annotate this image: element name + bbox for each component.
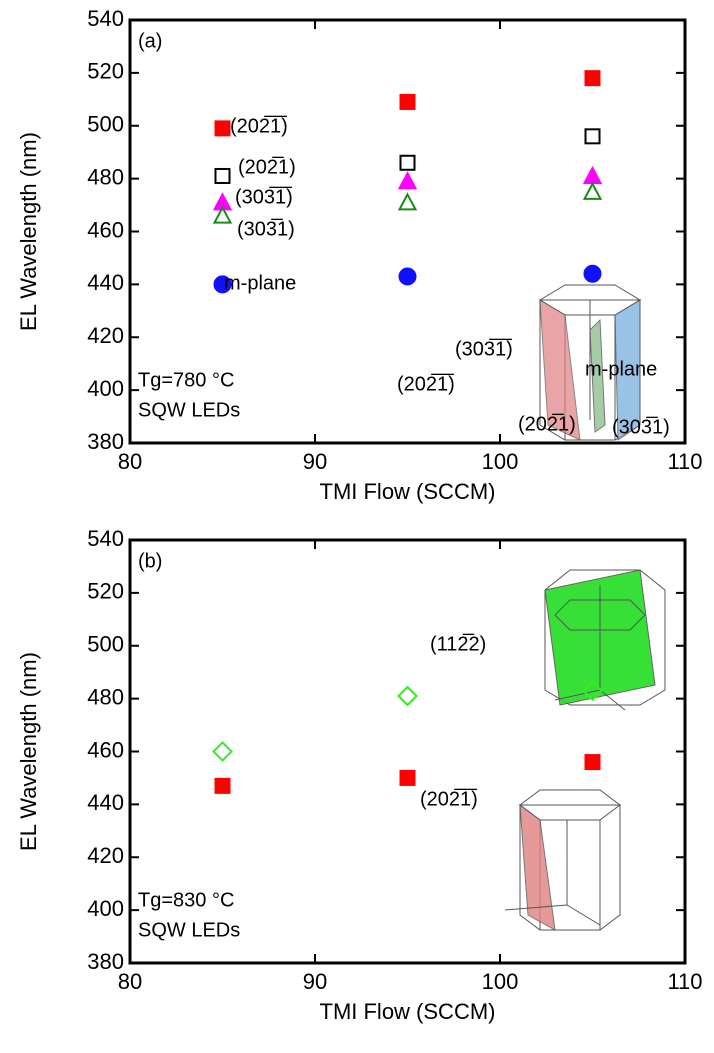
triangle-marker [397,192,418,211]
x-tick-label: 100 [482,969,519,994]
diamond-marker [212,741,233,762]
y-tick-label: 460 [87,217,124,242]
circle-marker [398,267,417,286]
y-tick-label: 380 [87,949,124,974]
inset-label: m-plane [585,358,657,380]
y-tick-label: 500 [87,632,124,657]
x-axis-title: TMI Flow (SCCM) [320,479,496,504]
square-marker [584,70,601,87]
y-tick-label: 420 [87,843,124,868]
square-marker [399,93,416,110]
diamond-marker [397,685,418,707]
annotation: SQW LEDs [138,399,240,421]
x-tick-label: 90 [303,449,327,474]
x-tick-label: 80 [118,449,142,474]
annotation: Tg=780 °C [138,369,234,391]
y-tick-label: 440 [87,270,124,295]
y-tick-label: 400 [87,376,124,401]
circle-marker [583,264,602,283]
y-tick-label: 480 [87,684,124,709]
y-axis-title: EL Wavelength (nm) [16,652,41,851]
y-tick-label: 520 [87,579,124,604]
y-tick-label: 460 [87,737,124,762]
y-tick-label: 480 [87,164,124,189]
series-label: (202̅1̅) [230,114,288,137]
annotation: Tg=830 °C [138,889,234,911]
y-axis-title: EL Wavelength (nm) [16,132,41,331]
x-tick-label: 110 [667,449,702,474]
inset-label: (303̅1) [612,415,670,438]
y-tick-label: 400 [87,896,124,921]
square-marker [399,769,416,786]
crystal-inset-a [538,284,642,441]
series-label: (303̅1) [237,217,295,240]
inset-label: (202̅1) [518,412,576,435]
circle-marker [213,275,232,294]
square-marker [214,120,231,137]
panel-label: (a) [138,30,162,52]
square-marker [584,128,601,145]
series-label: m-plane [224,272,296,294]
y-tick-label: 520 [87,59,124,84]
square-marker [584,754,601,771]
y-tick-label: 540 [87,526,124,551]
triangle-marker [212,205,233,224]
y-tick-label: 420 [87,323,124,348]
annotation: SQW LEDs [138,919,240,941]
panel-label: (b) [138,550,162,572]
square-marker [214,777,231,794]
triangle-marker [582,181,603,200]
triangle-marker [582,165,603,184]
crystal-inset-b-top [544,569,666,711]
x-axis-title: TMI Flow (SCCM) [320,999,496,1024]
crystal-inset-b-bottom [504,789,622,931]
inset-label: (202̅1̅) [397,372,455,395]
square-marker [214,167,231,184]
x-tick-label: 80 [118,969,142,994]
y-tick-label: 500 [87,112,124,137]
x-tick-label: 90 [303,969,327,994]
y-tick-label: 440 [87,790,124,815]
y-tick-label: 540 [87,6,124,31]
y-tick-label: 380 [87,429,124,454]
series-label: (202̅1) [238,155,296,178]
inset-label: (202̅1̅) [420,787,478,810]
series-label: (112̅2) [430,632,486,655]
x-tick-label: 110 [667,969,702,994]
diamond-marker [582,680,603,702]
x-tick-label: 100 [482,449,519,474]
inset-label: (303̅1̅) [455,337,513,360]
square-marker [399,154,416,171]
triangle-marker [397,171,418,190]
series-label: (303̅1̅) [235,185,293,208]
